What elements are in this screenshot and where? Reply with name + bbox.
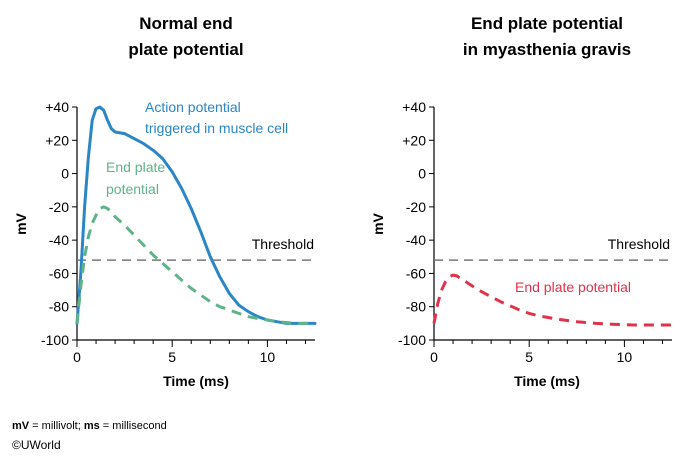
copyright-text: UWorld	[20, 438, 61, 452]
panel2-y-tick-label: +20	[402, 132, 426, 148]
panel1-y-tick-label: -40	[49, 232, 69, 248]
panel1-y-tick-label: -20	[49, 199, 69, 215]
footnote-ms-abbr: ms	[83, 420, 100, 432]
footnote-mv-def: = millivolt;	[29, 420, 84, 432]
panel2-y-tick-label: -20	[406, 199, 426, 215]
panel1-x-tick-label: 5	[168, 349, 176, 365]
panel1-x-tick-label: 0	[73, 349, 81, 365]
panel1-y-tick-label: -100	[41, 332, 69, 348]
panel2-y-tick-label: -40	[406, 232, 426, 248]
panel1-y-tick-label: +20	[45, 132, 69, 148]
panel2-x-axis-label: Time (ms)	[514, 373, 580, 389]
panel1-series-end-plate-potential-line	[75, 205, 315, 325]
panel2-y-tick-label: 0	[418, 166, 426, 182]
panel2-y-tick-label: -100	[398, 332, 426, 348]
panel1-series-action-potential-triggered-in-muscle-cell-label: Action potential	[145, 99, 241, 115]
panel2-y-axis-label: mV	[370, 212, 386, 234]
footnote-mv-abbr: mV	[12, 420, 30, 432]
panel1-y-tick-label: +40	[45, 99, 69, 115]
panel1-title-line-2: plate potential	[128, 40, 243, 59]
copyright-symbol: ©	[12, 438, 21, 452]
panel1-y-tick-label: -80	[49, 299, 69, 315]
panel1-title-line-1: Normal end	[139, 14, 233, 33]
panel1-y-tick-label: -60	[49, 265, 69, 281]
panel1-y-tick-label: 0	[61, 166, 69, 182]
footnote-ms-def: = millisecond	[99, 420, 167, 432]
panel2-x-tick-label: 10	[617, 349, 633, 365]
panel2-x-tick-label: 5	[525, 349, 533, 365]
panel1-series-action-potential-triggered-in-muscle-cell-label: triggered in muscle cell	[145, 120, 288, 136]
footnote: mV = millivolt; ms = millisecond	[12, 420, 167, 432]
panel2-y-tick-label: -80	[406, 299, 426, 315]
panel2-series-end-plate-potential-label: End plate potential	[515, 279, 631, 295]
panel1-y-axis-label: mV	[13, 212, 29, 234]
panel1-series-end-plate-potential-label: potential	[106, 181, 159, 197]
panel2-title-line-2: in myasthenia gravis	[463, 40, 631, 59]
panel2-y-tick-label: -60	[406, 265, 426, 281]
panel1-series-end-plate-potential-label: End plate	[106, 159, 165, 175]
panel2-series-end-plate-potential-line	[432, 273, 672, 327]
panel2-x-tick-label: 0	[430, 349, 438, 365]
panel2-threshold-label: Threshold	[608, 236, 670, 252]
panel1-x-tick-label: 10	[260, 349, 276, 365]
panel2-title-line-1: End plate potential	[471, 14, 623, 33]
copyright: ©UWorld	[12, 438, 61, 452]
panel1-x-axis-label: Time (ms)	[163, 373, 229, 389]
panel2-y-tick-label: +40	[402, 99, 426, 115]
panel1-threshold-label: Threshold	[252, 236, 314, 252]
